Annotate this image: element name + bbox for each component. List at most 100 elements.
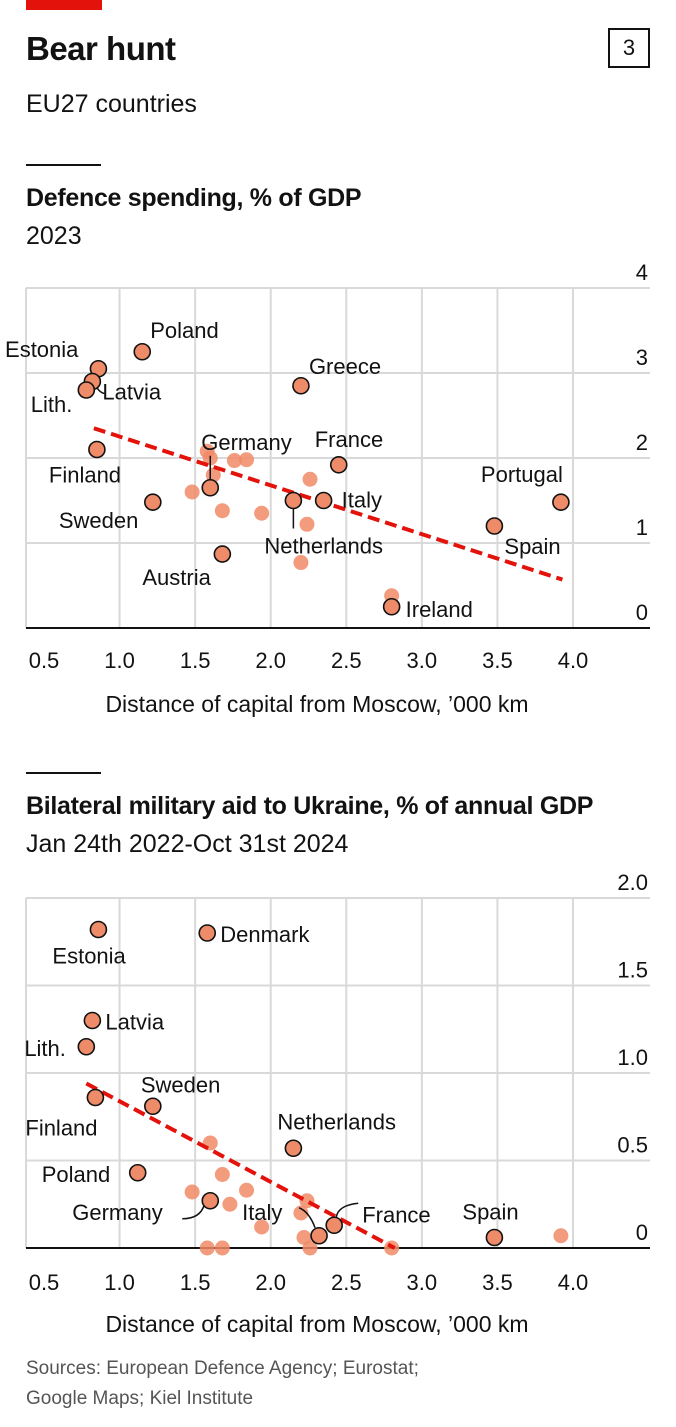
austria-label: Austria	[142, 565, 211, 590]
netherlands-label: Netherlands	[277, 1109, 396, 1134]
sweden-label: Sweden	[59, 508, 139, 533]
accent-bar	[26, 0, 102, 10]
source-line-1: Sources: European Defence Agency; Eurost…	[26, 1358, 419, 1379]
x-tick-label: 1.5	[180, 648, 211, 673]
x-tick-label: 1.0	[104, 648, 135, 673]
france-label: France	[362, 1202, 430, 1227]
panel-divider-top	[26, 164, 101, 166]
panel-divider-bottom	[26, 772, 101, 774]
italy-label: Italy	[242, 1200, 282, 1225]
poland-label: Poland	[42, 1162, 111, 1187]
lith-point	[77, 381, 96, 399]
poland-label: Poland	[150, 318, 219, 343]
y-tick-label: 0	[636, 600, 648, 625]
chart-subtitle: EU27 countries	[26, 90, 197, 118]
x-tick-label: 3.5	[482, 648, 513, 673]
lith-label: Lith.	[31, 392, 73, 417]
estonia-point	[89, 920, 108, 939]
greece-point	[292, 376, 310, 395]
x-tick-label: 3.5	[482, 1270, 513, 1295]
data-point	[254, 505, 270, 521]
france-leader-line	[335, 1202, 359, 1218]
poland-point	[128, 1163, 147, 1182]
data-point	[214, 1240, 230, 1256]
finland-label: Finland	[25, 1116, 97, 1141]
data-point	[254, 1219, 270, 1235]
italy-leader-line	[298, 1207, 316, 1229]
data-point	[299, 516, 315, 532]
x-axis-label: Distance of capital from Moscow, ’000 km	[105, 691, 528, 717]
spain-label: Spain	[504, 534, 560, 559]
y-tick-label: 0	[636, 1220, 648, 1245]
italy-label: Italy	[342, 488, 382, 513]
lith-point	[77, 1037, 96, 1056]
spain-label: Spain	[462, 1200, 518, 1225]
data-point	[293, 555, 309, 571]
x-tick-label: 4.0	[558, 1270, 589, 1295]
data-point	[199, 1240, 215, 1256]
source-line-2: Google Maps; Kiel Institute	[26, 1388, 254, 1409]
y-tick-label: 1	[636, 515, 648, 540]
x-axis-label: Distance of capital from Moscow, ’000 km	[105, 1311, 528, 1337]
estonia-label: Estonia	[52, 944, 126, 969]
x-tick-label: 2.0	[255, 648, 286, 673]
ireland-point	[382, 597, 401, 616]
trend-line	[85, 1081, 396, 1250]
lith-label: Lith.	[24, 1036, 66, 1061]
top-panel-subtitle: 2023	[26, 222, 82, 250]
france-point	[329, 456, 348, 474]
germany-point	[201, 1191, 220, 1210]
y-tick-label: 1.5	[617, 958, 648, 983]
germany-label: Germany	[72, 1200, 162, 1225]
ukraine-aid-scatter: 0.5 1.0 1.5 2.0 2.5 3.0 3.5 4.0 0 0.5 1.0 1.5 2.0 Dis…	[24, 870, 650, 1337]
y-tick-label: 4	[636, 260, 648, 285]
data-point	[184, 484, 200, 500]
data-point	[553, 1228, 569, 1244]
ireland-label: Ireland	[406, 597, 473, 622]
finland-label: Finland	[49, 463, 121, 488]
x-tick-label: 3.0	[407, 1270, 438, 1295]
sweden-point	[144, 1097, 162, 1116]
chart-title: Bear hunt	[26, 30, 176, 67]
latvia-point	[83, 1011, 102, 1030]
data-point	[214, 503, 230, 519]
data-point	[214, 1167, 230, 1182]
defence-spending-scatter: 0.5 1.0 1.5 2.0 2.5 3.0 3.5 4.0 0 1 2 3 4 Distance of…	[5, 260, 650, 717]
latvia-label: Latvia	[105, 1010, 164, 1035]
netherlands-point	[284, 1139, 303, 1158]
netherlands-point	[284, 491, 303, 510]
france-label: France	[315, 427, 383, 452]
x-tick-label: 2.5	[331, 648, 362, 673]
netherlands-label: Netherlands	[264, 534, 383, 559]
x-tick-label: 4.0	[558, 648, 589, 673]
x-tick-label: 3.0	[407, 648, 438, 673]
spain-point	[485, 1228, 504, 1247]
france-point	[325, 1216, 343, 1235]
germany-point	[201, 478, 220, 497]
germany-label: Germany	[201, 430, 291, 455]
data-point	[222, 1196, 238, 1212]
portugal-point	[552, 493, 570, 511]
italy-point	[310, 1226, 328, 1245]
denmark-point	[198, 924, 217, 942]
data-point	[226, 453, 242, 469]
greece-label: Greece	[309, 354, 381, 379]
x-tick-label: 1.0	[104, 1270, 135, 1295]
portugal-label: Portugal	[481, 462, 563, 487]
chart-number-badge: 3	[608, 28, 650, 68]
bottom-panel-subtitle: Jan 24th 2022-Oct 31st 2024	[26, 830, 349, 858]
sweden-point	[144, 493, 162, 511]
data-point	[239, 452, 255, 468]
finland-point	[86, 1088, 105, 1107]
bottom-panel-title: Bilateral military aid to Ukraine, % of …	[26, 792, 594, 820]
trend-line	[93, 426, 564, 582]
x-tick-label: 1.5	[180, 1270, 211, 1295]
x-tick-label: 2.0	[255, 1270, 286, 1295]
data-point	[184, 1184, 200, 1200]
latvia-label: Latvia	[102, 380, 161, 405]
source-note: Sources: European Defence Agency; Eurost…	[26, 1354, 626, 1414]
y-tick-label: 2	[636, 430, 648, 455]
x-tick-label: 2.5	[331, 1270, 362, 1295]
sweden-label: Sweden	[141, 1072, 221, 1097]
y-tick-label: 3	[636, 345, 648, 370]
